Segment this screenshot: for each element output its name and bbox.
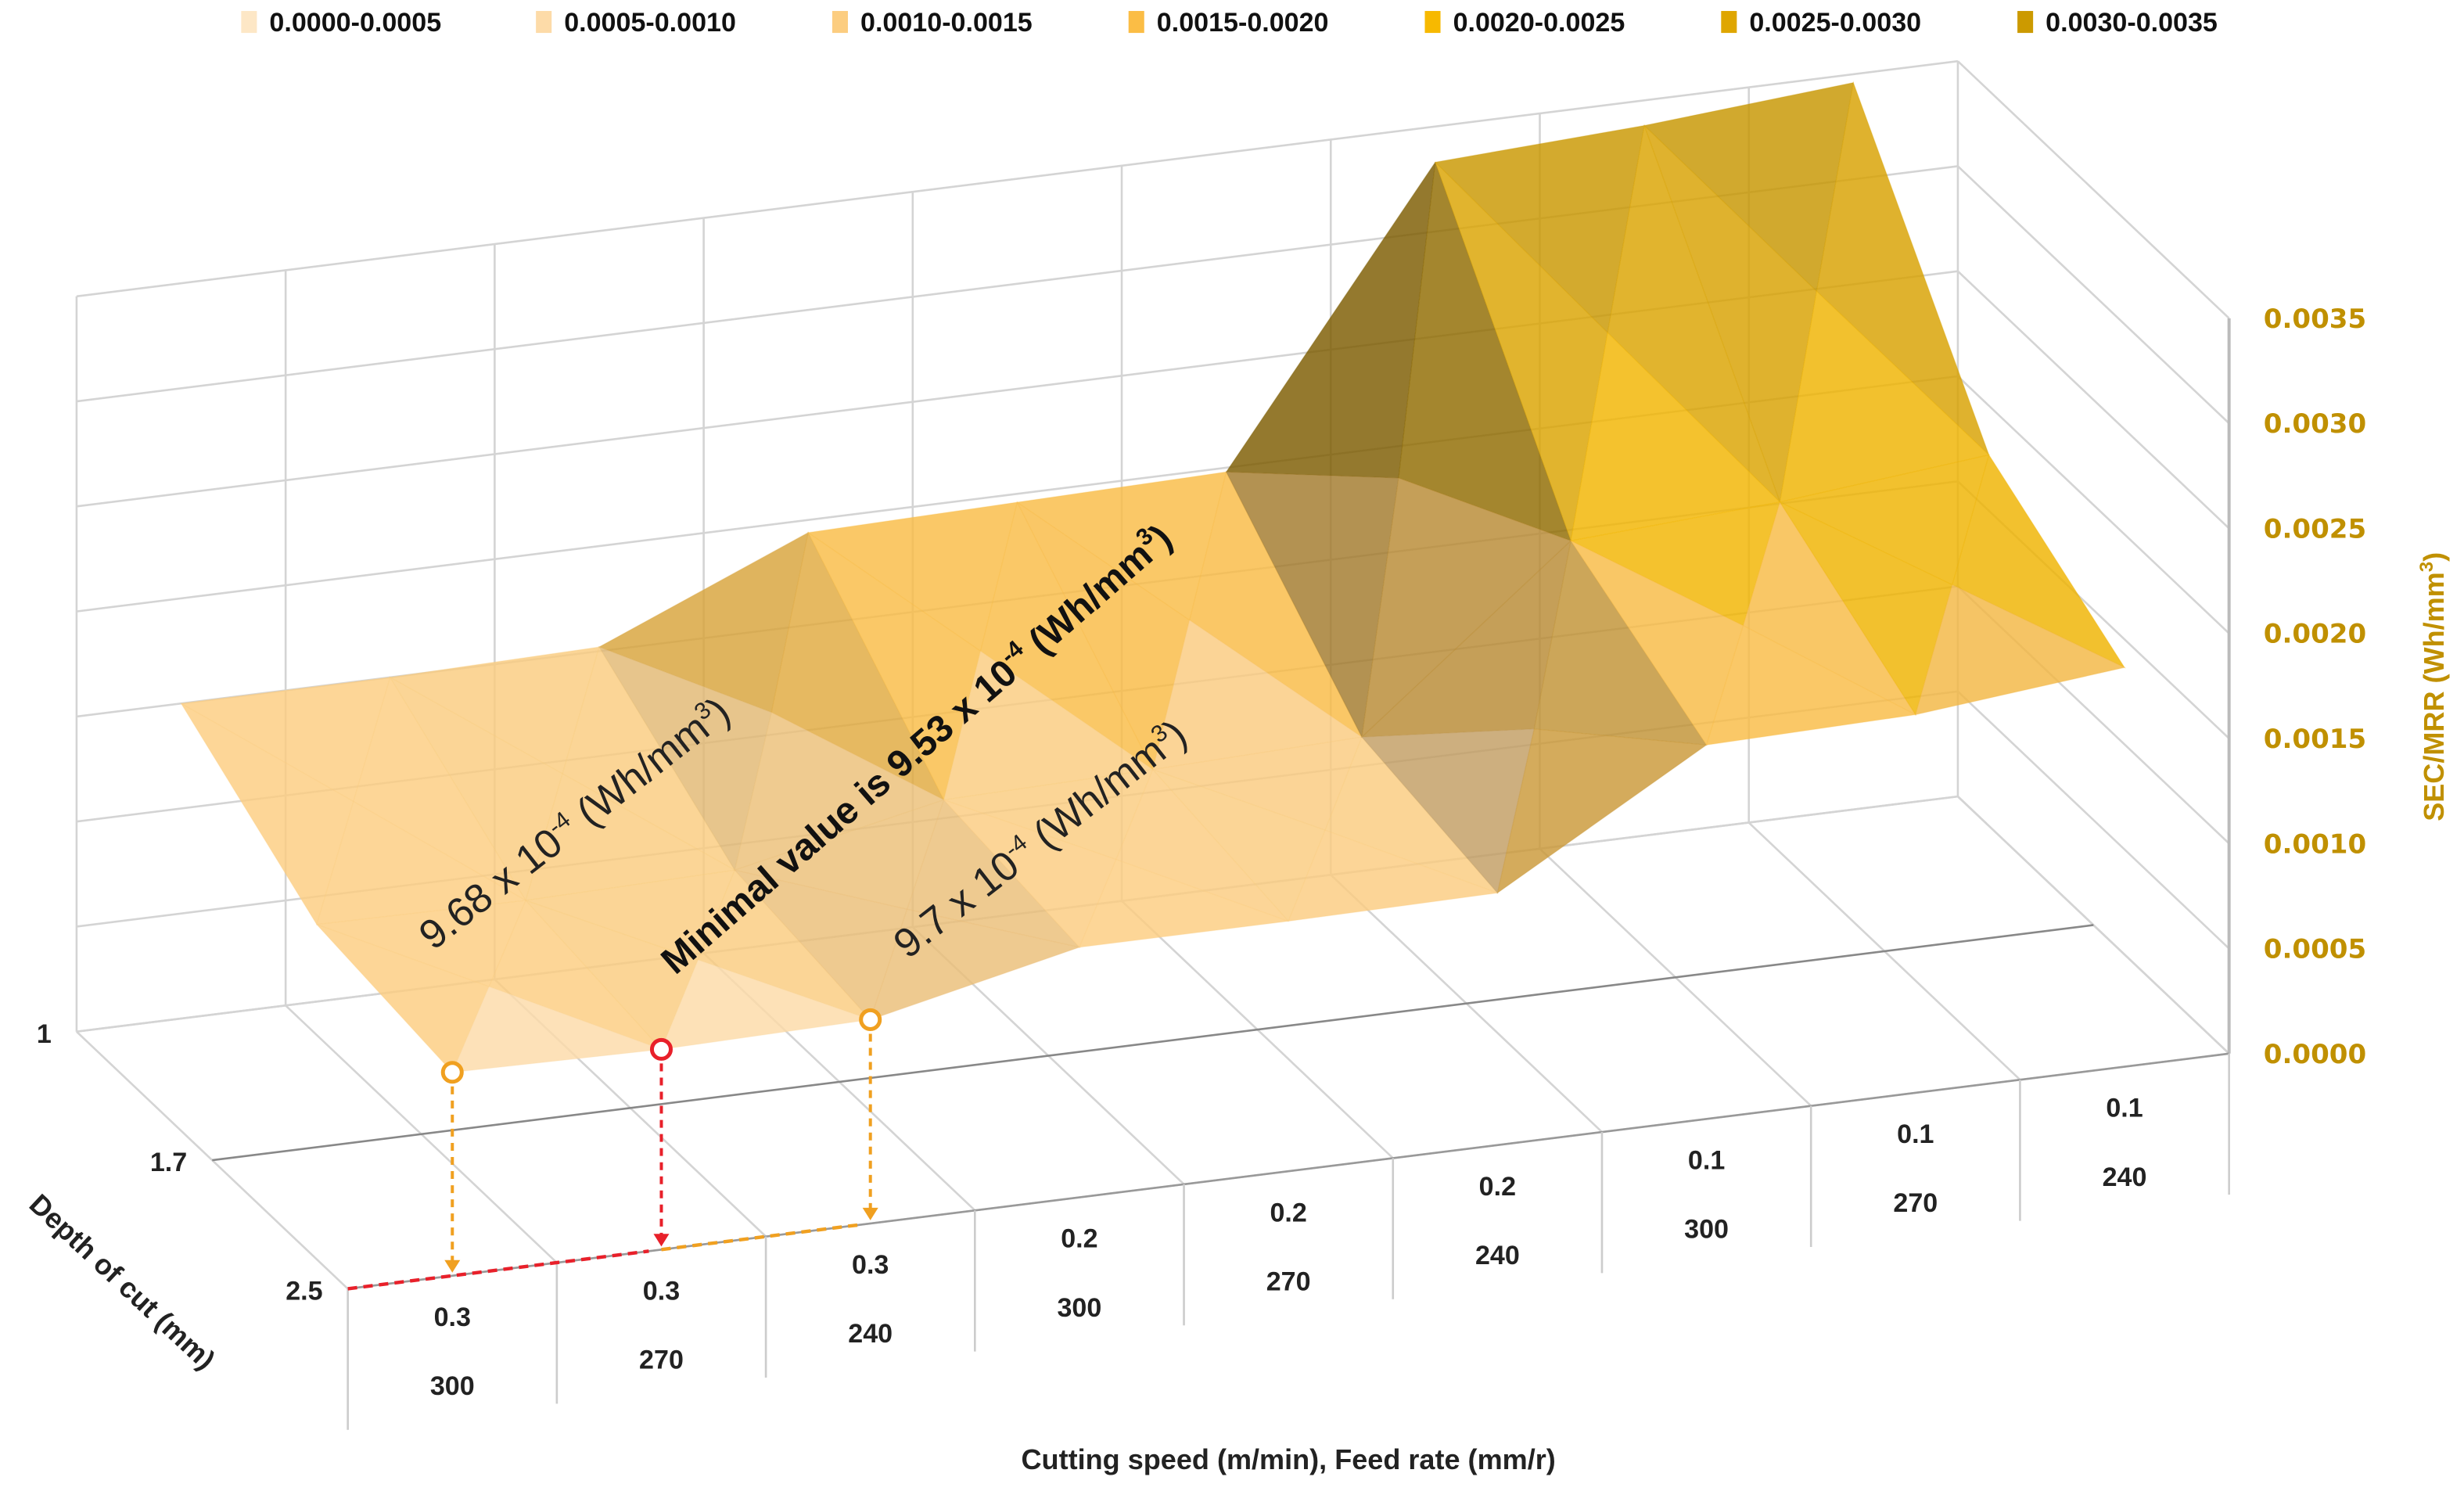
- category-label-feed: 0.3: [434, 1303, 471, 1332]
- side-wall-gridline: [1957, 270, 2230, 530]
- side-wall-gridline: [1957, 165, 2230, 425]
- floor-depth-gridline: [212, 924, 2094, 1162]
- category-label-speed: 270: [1893, 1188, 1938, 1218]
- surface-facet: [1435, 161, 1608, 543]
- x-axis-title: Cutting speed (m/min), Feed rate (mm/r): [1022, 1443, 1556, 1475]
- legend-swatch: [1128, 11, 1144, 34]
- back-wall-gridline: [76, 59, 1959, 298]
- legend-label: 0.0000-0.0005: [269, 8, 441, 38]
- legend-swatch: [536, 11, 552, 34]
- side-wall-gridline: [1957, 376, 2230, 634]
- legend-label: 0.0010-0.0015: [860, 8, 1033, 38]
- surface-facet: [525, 900, 699, 1051]
- category-label-speed: 240: [2103, 1162, 2147, 1192]
- axes: 0.0000 0.0005 0.0010 0.0015 0.0020 0.0025 0.00…: [37, 304, 2366, 1430]
- legend-label: 0.0020-0.0025: [1453, 8, 1625, 38]
- surface-facet: [525, 869, 736, 961]
- depth-axis-title: Depth of cut (mm): [23, 1188, 222, 1375]
- category-label-feed: 0.1: [1897, 1119, 1934, 1149]
- arrow-head-icon: [653, 1234, 670, 1247]
- surface-facet: [1496, 728, 1708, 894]
- category-label-speed: 300: [430, 1371, 475, 1401]
- legend-swatch: [1721, 11, 1737, 34]
- floor-path-red: [347, 1249, 649, 1291]
- category-label-feed: 0.3: [852, 1250, 889, 1280]
- depth-tick-label: 1.7: [150, 1148, 187, 1177]
- category-label-feed: 0.3: [643, 1276, 680, 1306]
- category-label-speed: 240: [848, 1319, 893, 1349]
- surface-facet: [806, 501, 1018, 652]
- floor-gridline: [76, 1030, 349, 1290]
- surface-facet: [389, 676, 563, 902]
- legend-swatch: [2017, 11, 2034, 34]
- legend-swatch: [832, 11, 848, 34]
- category-label-feed: 0.2: [1061, 1224, 1097, 1254]
- category-label-speed: 240: [1475, 1241, 1520, 1270]
- legend-swatch: [1424, 11, 1441, 34]
- legend-label: 0.0025-0.0030: [1749, 8, 1921, 38]
- y-axis-title: SEC/MRR (Wh/mm3): [2416, 552, 2450, 821]
- value-marker: [440, 1061, 464, 1084]
- legend-label: 0.0015-0.0020: [1157, 8, 1329, 38]
- category-label-feed: 0.2: [1270, 1198, 1306, 1227]
- y-tick-label: 0.0035: [2264, 304, 2366, 335]
- surface-facet: [1643, 125, 1818, 505]
- category-label-feed: 0.1: [2106, 1094, 2143, 1123]
- surface-facet: [179, 677, 391, 803]
- depth-tick-label: 2.5: [286, 1276, 322, 1306]
- surface-facet: [1360, 728, 1536, 894]
- y-tick-label: 0.0025: [2264, 513, 2366, 544]
- y-tick-label: 0.0000: [2264, 1039, 2366, 1070]
- category-label-speed: 300: [1684, 1215, 1729, 1245]
- floor-gridline: [1957, 796, 2230, 1055]
- legend-label: 0.0030-0.0035: [2046, 8, 2218, 38]
- surface-facet: [1288, 829, 1498, 922]
- value-marker: [859, 1008, 882, 1031]
- depth-tick-label: 1: [37, 1019, 52, 1049]
- surface-facet: [733, 869, 908, 1021]
- legend-swatch: [241, 11, 257, 34]
- surface-facet: [660, 959, 871, 1051]
- surface-facet: [1914, 584, 2126, 716]
- y-tick-label: 0.0010: [2264, 828, 2366, 860]
- arrow-head-icon: [444, 1259, 461, 1273]
- side-wall-gridline: [1957, 690, 2230, 950]
- y-tick-label: 0.0005: [2264, 934, 2366, 965]
- legend: 0.0000-0.0005 0.0005-0.0010 0.0010-0.0015 0…: [241, 8, 2218, 38]
- surface-facet: [1705, 624, 1917, 746]
- category-label-feed: 0.2: [1479, 1172, 1516, 1202]
- surface-facet: [1778, 501, 1953, 716]
- surface-facet: [1151, 619, 1363, 771]
- y-tick-label: 0.0015: [2264, 724, 2366, 755]
- arrow-head-icon: [862, 1207, 878, 1220]
- surface-facet: [869, 908, 1082, 1021]
- floor-path-orange: [661, 1223, 858, 1252]
- surface-plot: [179, 81, 2126, 1073]
- category-label-feed: 0.1: [1688, 1145, 1725, 1175]
- category-label-speed: 270: [1266, 1267, 1311, 1296]
- legend-label: 0.0005-0.0010: [564, 8, 736, 38]
- category-label-speed: 300: [1058, 1293, 1102, 1323]
- value-marker: [649, 1037, 673, 1061]
- surface-facet: [734, 711, 946, 871]
- surface-facet: [1078, 858, 1289, 948]
- surface-facet: [1015, 471, 1227, 621]
- y-tick-label: 0.0030: [2264, 408, 2366, 440]
- side-wall-gridline: [1957, 60, 2230, 319]
- surface-facet: [451, 986, 662, 1073]
- y-tick-label: 0.0020: [2264, 619, 2366, 650]
- category-label-speed: 270: [639, 1346, 684, 1375]
